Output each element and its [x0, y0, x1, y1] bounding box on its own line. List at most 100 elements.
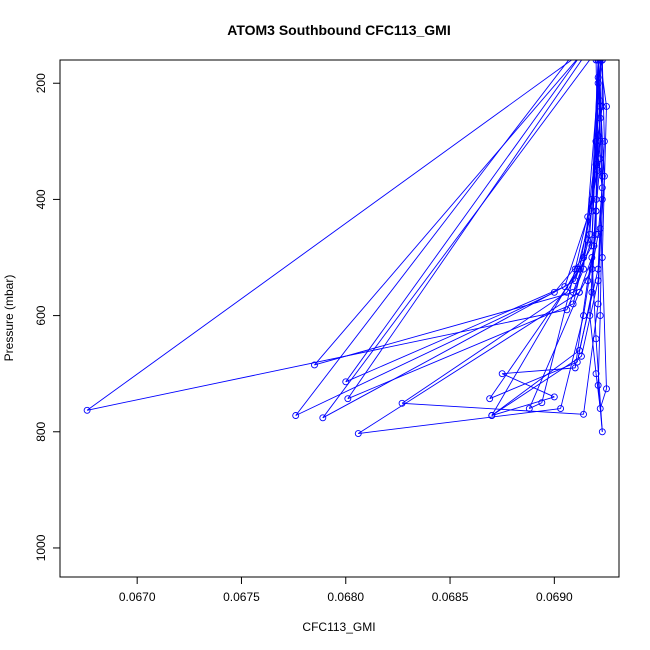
data-point: [569, 300, 577, 308]
data-point: [594, 230, 602, 238]
data-point: [486, 395, 494, 403]
data-point: [594, 73, 602, 81]
data-point: [591, 51, 597, 57]
series-line-segment: [589, 141, 597, 235]
plot-frame: [59, 59, 620, 578]
series-line-segment: [502, 373, 555, 398]
series-line-segment: [589, 199, 597, 316]
series-line-segment: [574, 239, 589, 281]
series-line-segment: [401, 291, 568, 404]
data-point: [596, 405, 604, 412]
series-line-segment: [587, 141, 601, 241]
series-points: [83, 45, 610, 437]
series-line-segment: [595, 60, 599, 200]
data-point: [83, 406, 91, 414]
x-tick-label: 0.0680: [327, 590, 364, 604]
series-line-segment: [564, 216, 589, 287]
data-point: [580, 254, 587, 261]
data-point: [598, 103, 606, 110]
data-point: [319, 414, 327, 422]
data-point: [292, 412, 300, 419]
data-point: [592, 207, 600, 215]
data-point: [596, 114, 604, 122]
x-axis-label: CFC113_GMI: [302, 620, 375, 634]
y-tick-label: 1000: [34, 534, 48, 561]
series-line-segment: [295, 291, 555, 416]
data-point: [561, 283, 569, 290]
chart-title: ATOM3 Southbound CFC113_GMI: [227, 22, 451, 38]
series-line-segment: [345, 286, 565, 383]
series-line-segment: [528, 292, 580, 409]
data-point: [563, 306, 571, 314]
data-point: [598, 60, 606, 64]
data-point: [584, 236, 592, 244]
data-point: [525, 405, 533, 412]
x-tick-label: 0.0670: [119, 590, 156, 604]
data-point: [594, 265, 602, 273]
series-line-segment: [601, 106, 607, 258]
data-point: [578, 352, 585, 360]
data-point: [575, 347, 583, 354]
data-point: [557, 405, 565, 412]
y-tick-label: 600: [34, 305, 48, 325]
data-point: [571, 364, 579, 372]
data-point: [588, 242, 596, 250]
data-point: [584, 277, 592, 285]
series-line-segment: [86, 60, 573, 411]
x-axis: 0.0670 0.0675 0.0680 0.0685 0.0690: [119, 577, 573, 604]
series-line-segment: [566, 268, 584, 310]
data-point: [585, 45, 591, 51]
data-point: [588, 254, 596, 261]
series-line-segment: [345, 60, 578, 383]
x-tick-label: 0.0690: [536, 590, 573, 604]
series-line-segment: [322, 60, 591, 419]
data-point: [488, 412, 496, 419]
data-point: [580, 410, 587, 418]
series-line-segment: [358, 291, 580, 434]
data-point: [571, 277, 579, 285]
series-line-segment: [598, 60, 601, 61]
plot-region: [83, 45, 610, 437]
series-line-segment: [491, 355, 582, 416]
data-point: [575, 288, 583, 296]
series-line-segment: [491, 268, 578, 416]
data-point: [583, 51, 589, 57]
data-point: [344, 395, 352, 403]
data-point: [594, 60, 602, 64]
series-line-segment: [599, 388, 607, 409]
data-point: [598, 172, 606, 180]
series-line-segment: [576, 292, 593, 363]
data-point: [596, 312, 604, 320]
data-point: [590, 242, 598, 250]
series-line-segment: [347, 303, 574, 400]
data-point: [586, 230, 594, 238]
data-point: [596, 60, 604, 64]
series-line-segment: [595, 338, 603, 432]
series-line-segment: [597, 60, 599, 61]
x-tick-label: 0.0685: [432, 590, 469, 604]
data-point: [342, 378, 350, 386]
data-point: [573, 265, 581, 273]
y-tick-label: 800: [34, 421, 48, 441]
data-point: [596, 155, 604, 163]
data-point: [594, 166, 602, 174]
data-point: [563, 288, 571, 296]
series-lines: [86, 60, 607, 434]
series-line-segment: [502, 367, 576, 375]
data-point: [598, 254, 606, 261]
series-line-segment: [402, 402, 584, 415]
data-point: [600, 137, 608, 145]
data-point: [311, 361, 318, 369]
data-point: [538, 399, 546, 407]
data-point: [588, 195, 596, 203]
series-line-segment: [578, 257, 593, 293]
y-tick-label: 200: [34, 73, 48, 93]
data-point: [578, 51, 584, 57]
data-point: [592, 60, 600, 64]
data-point: [596, 225, 604, 232]
data-point: [498, 370, 506, 378]
series-line-segment: [589, 315, 597, 374]
data-point: [600, 172, 608, 180]
data-point: [586, 312, 594, 320]
